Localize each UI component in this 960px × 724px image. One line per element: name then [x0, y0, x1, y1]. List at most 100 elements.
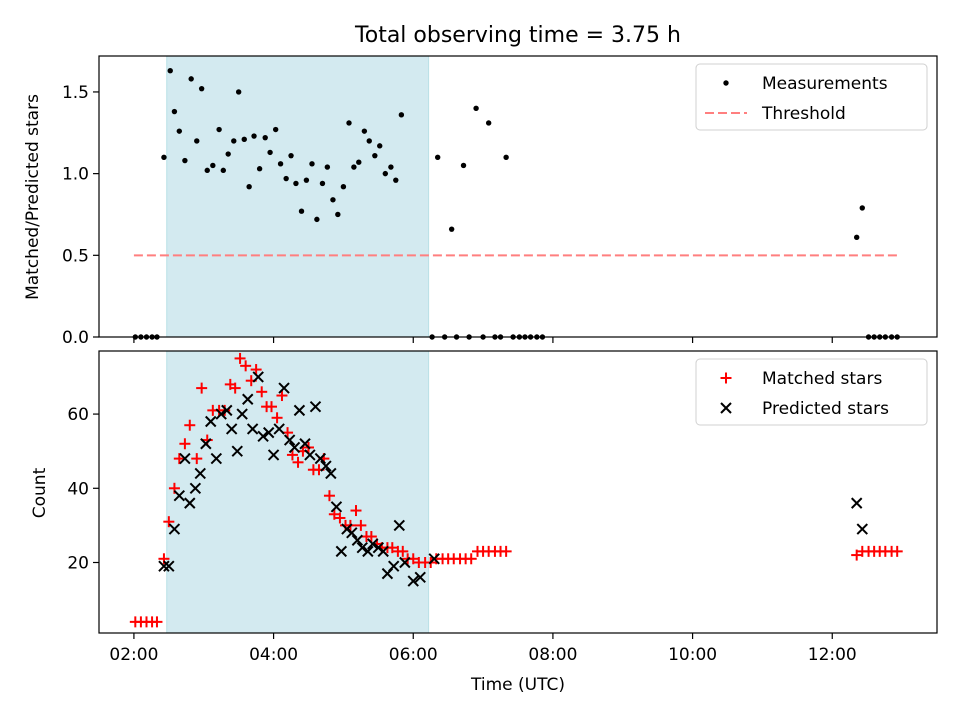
measurement-point — [356, 159, 362, 165]
predicted-star-point — [293, 404, 306, 417]
x-stroke — [362, 545, 374, 558]
matched-star-point — [365, 531, 377, 543]
predicted-star-point — [399, 556, 411, 569]
matched-star-point — [286, 449, 298, 461]
predicted-star-point — [179, 452, 191, 465]
predicted-star-point — [267, 449, 280, 461]
legend-label: Measurements — [762, 74, 888, 94]
x-stroke — [221, 404, 233, 417]
legend-x-marker — [720, 402, 732, 414]
x-stroke — [293, 404, 306, 417]
predicted-star-point — [387, 560, 400, 572]
x-stroke — [225, 423, 238, 435]
matched-star-point — [179, 438, 191, 450]
x-stroke — [325, 467, 337, 480]
predicted-star-point — [367, 538, 379, 550]
x-stroke — [273, 423, 285, 435]
x-stroke — [210, 452, 223, 465]
x-stroke — [304, 449, 316, 461]
measurement-point — [366, 138, 372, 144]
matched-star-point — [334, 512, 346, 524]
x-tick-label: 04:00 — [249, 645, 298, 665]
measurement-point — [256, 166, 263, 172]
matched-star-point — [250, 364, 262, 376]
matched-star-point — [500, 545, 512, 557]
measurement-point — [161, 154, 167, 160]
measurement-point — [346, 120, 352, 126]
y-tick-label: 20 — [67, 554, 89, 574]
x-stroke — [283, 434, 296, 446]
measurement-point — [319, 180, 326, 187]
matched-star-point — [328, 508, 340, 520]
matched-star-point — [240, 360, 252, 372]
predicted-star-point — [173, 490, 186, 502]
x-stroke — [393, 519, 405, 532]
predicted-star-point — [236, 408, 248, 420]
measurement-point — [171, 108, 178, 115]
matched-star-point — [397, 545, 409, 557]
matched-star-point — [184, 419, 196, 431]
matched-star-point — [386, 542, 398, 554]
measurement-point — [434, 154, 441, 160]
predicted-star-point — [362, 545, 374, 558]
x-stroke — [179, 452, 191, 465]
measurement-point — [485, 120, 492, 126]
measurement-point — [235, 89, 242, 95]
predicted-star-point — [335, 545, 348, 558]
bottom-panel-ylabel: Count — [30, 467, 50, 518]
y-tick-label: 1.0 — [62, 165, 89, 185]
top-panel-ylabel: Matched/Predicted stars — [23, 94, 43, 300]
x-tick-label: 10:00 — [668, 645, 717, 665]
measurement-point — [351, 164, 357, 170]
measurement-point — [382, 170, 389, 177]
x-stroke — [407, 575, 419, 587]
matched-star-point — [173, 453, 185, 465]
x-tick-label: 06:00 — [389, 645, 438, 665]
measurement-point — [216, 126, 222, 133]
measurement-point — [167, 68, 173, 74]
observing-window-span — [166, 350, 430, 634]
y-tick-label: 60 — [67, 405, 89, 425]
x-stroke — [314, 452, 327, 465]
measurement-point — [204, 167, 210, 174]
measurement-point — [460, 162, 467, 169]
legend-dot-marker — [723, 80, 729, 86]
measurement-point — [176, 128, 183, 134]
top-panel: Matched/Predicted stars 0.0 0.5 1.0 1.5 Meas… — [23, 55, 938, 348]
matched-star-point — [151, 616, 163, 628]
predicted-star-point — [273, 423, 285, 435]
matched-star-point — [256, 386, 268, 398]
predicted-star-point — [262, 426, 275, 439]
predicted-star-point — [325, 467, 337, 480]
predicted-star-point — [283, 434, 296, 446]
x-stroke — [356, 541, 368, 554]
measurement-point — [251, 133, 257, 139]
x-stroke — [246, 423, 259, 435]
legend-label: Predicted stars — [762, 399, 889, 419]
x-stroke — [215, 408, 227, 420]
measurement-point — [267, 149, 273, 156]
measurement-point — [393, 177, 399, 183]
measurement-point — [448, 226, 455, 232]
measurement-point — [210, 162, 216, 169]
x-stroke — [428, 553, 440, 565]
x-stroke — [309, 400, 322, 413]
measurement-point — [220, 167, 227, 174]
measurement-point — [277, 161, 284, 167]
measurement-point — [330, 197, 336, 203]
observing-window-span — [166, 55, 430, 338]
predicted-star-point — [356, 541, 368, 554]
predicted-star-point — [278, 382, 290, 394]
matched-star-point — [465, 553, 477, 565]
measurement-point — [388, 164, 394, 170]
x-stroke — [173, 490, 186, 502]
legend-label: Matched stars — [762, 369, 882, 389]
matched-star-point — [292, 456, 304, 468]
measurement-point — [194, 138, 200, 144]
y-tick-label: 0.5 — [62, 246, 89, 266]
matched-star-point — [229, 382, 241, 394]
x-stroke — [377, 545, 389, 558]
x-stroke — [414, 571, 426, 584]
